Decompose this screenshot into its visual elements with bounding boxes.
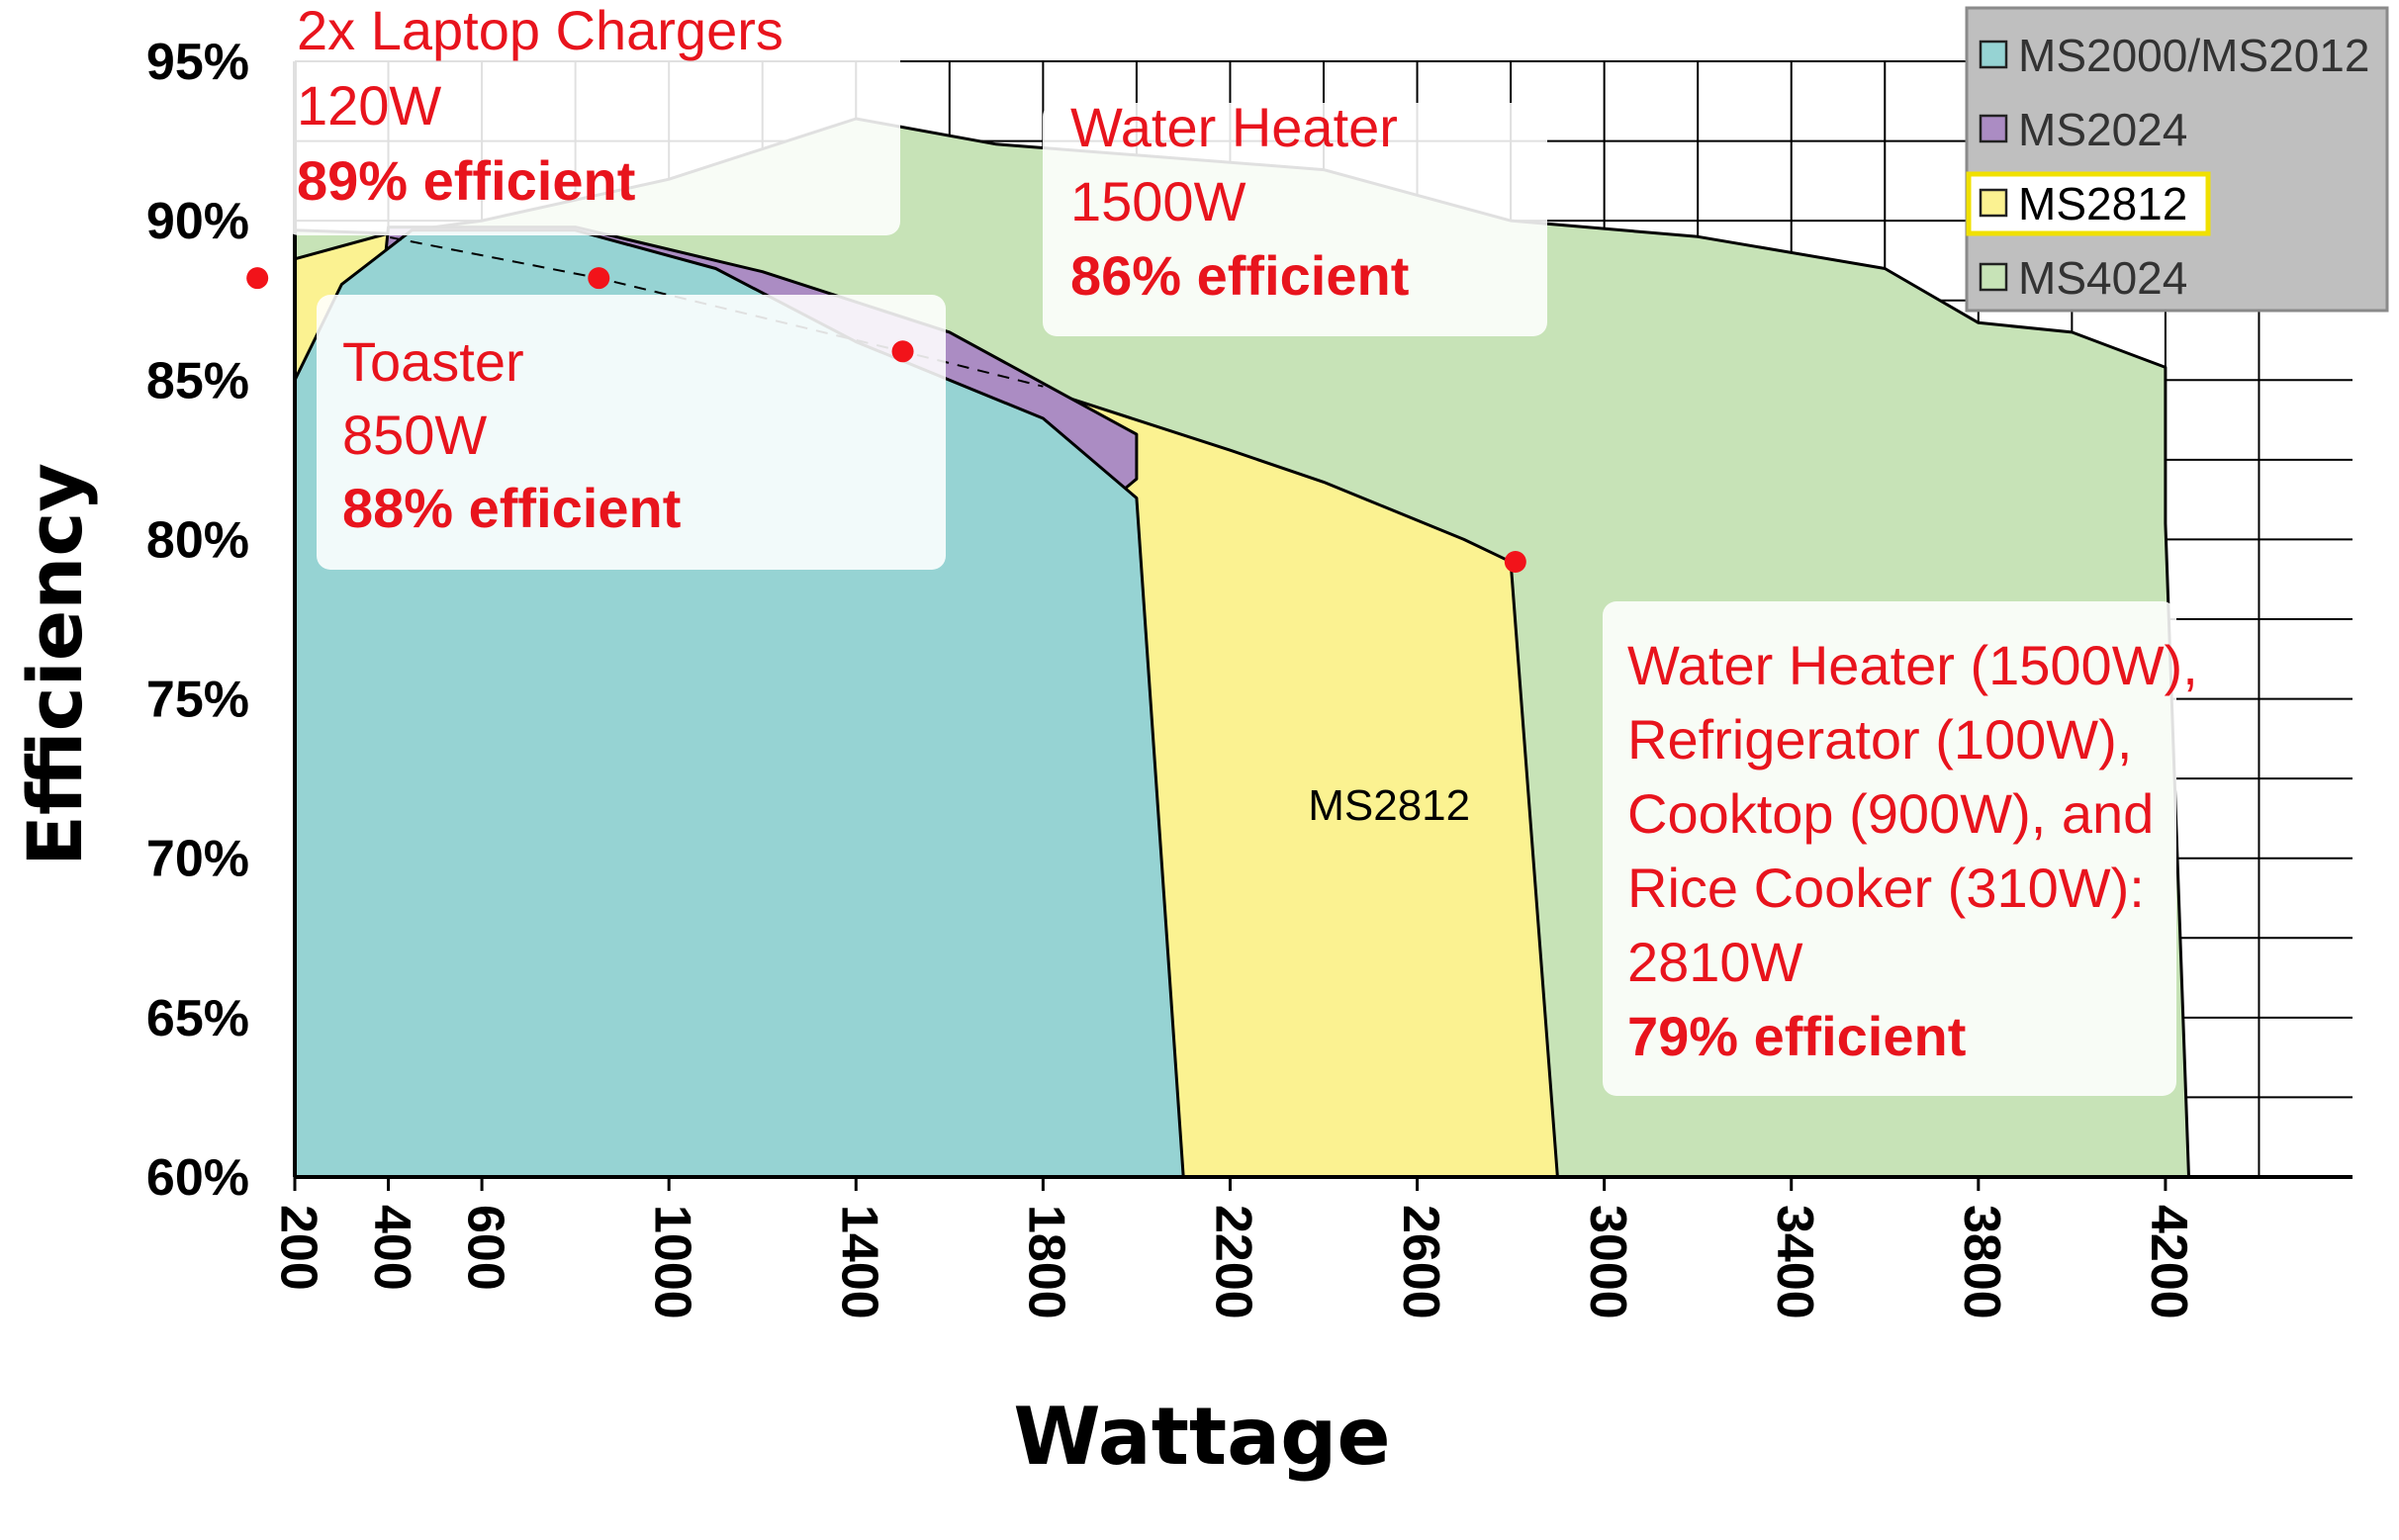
x-tick-label: 200 xyxy=(269,1205,326,1291)
y-tick-label: 85% xyxy=(146,352,249,409)
legend-label: MS4024 xyxy=(2018,252,2187,304)
axes: 200 400 600 1000 1400 1800 2200 2600 3000 3400 380… xyxy=(146,34,2353,1319)
annotation-markers xyxy=(246,267,1526,573)
annotation-box xyxy=(317,295,946,570)
annotations: 2x Laptop Chargers 120W 89% efficient Toast… xyxy=(285,0,2198,1096)
legend-label: MS2000/MS2012 xyxy=(2018,30,2369,81)
annotation-box xyxy=(1043,103,1547,336)
legend-label: MS2812 xyxy=(2018,178,2187,229)
annotation-box xyxy=(1603,601,2176,1096)
x-tick-label: 4200 xyxy=(2140,1205,2197,1319)
annotation-box xyxy=(285,0,900,235)
y-tick-label: 60% xyxy=(146,1149,249,1207)
legend-label: MS2024 xyxy=(2018,104,2187,155)
annotation-text: Toaster 850W 88% efficient xyxy=(342,330,681,539)
x-tick-label: 1400 xyxy=(831,1205,888,1319)
x-tick-label: 2200 xyxy=(1205,1205,1262,1319)
annotation-marker xyxy=(891,340,914,363)
x-tick-label: 3400 xyxy=(1766,1205,1823,1319)
y-tick-label: 95% xyxy=(146,34,249,91)
legend-swatch xyxy=(1979,262,2008,292)
y-tick-label: 90% xyxy=(146,193,249,250)
annotation-marker xyxy=(588,267,610,290)
annotation-text: Water Heater 1500W 86% efficient xyxy=(1070,96,1409,307)
x-tick-label: 1000 xyxy=(643,1205,700,1319)
y-tick-label: 75% xyxy=(146,672,249,729)
x-tick-label: 3000 xyxy=(1579,1205,1636,1319)
area-label: MS2812 xyxy=(1308,781,1470,830)
annotation-marker xyxy=(246,267,269,290)
annotation-text: Water Heater (1500W), Refrigerator (100W)… xyxy=(1627,634,2198,1067)
annotation-text: 2x Laptop Chargers 120W 89% efficient xyxy=(297,0,784,212)
y-tick-label: 70% xyxy=(146,831,249,888)
y-tick-label: 65% xyxy=(146,990,249,1047)
legend-swatch xyxy=(1979,40,2008,69)
x-tick-label: 1800 xyxy=(1018,1205,1075,1319)
legend-highlight xyxy=(1966,171,2211,236)
y-tick-label: 80% xyxy=(146,511,249,569)
x-tick-label: 3800 xyxy=(1953,1205,2010,1319)
legend-box xyxy=(1965,6,2389,313)
x-tick-label: 400 xyxy=(363,1205,420,1291)
annotation-marker xyxy=(1504,550,1526,573)
x-tick-label: 2600 xyxy=(1392,1205,1449,1319)
x-axis-title: Wattage xyxy=(1013,1391,1390,1483)
y-axis-title: Efficiency xyxy=(11,463,99,866)
x-tick-label: 600 xyxy=(456,1205,513,1291)
legend-swatch xyxy=(1979,188,2008,218)
legend-swatch xyxy=(1979,114,2008,143)
legend: MS2000/MS2012 MS2024 MS2812 MS4024 xyxy=(1965,6,2389,313)
